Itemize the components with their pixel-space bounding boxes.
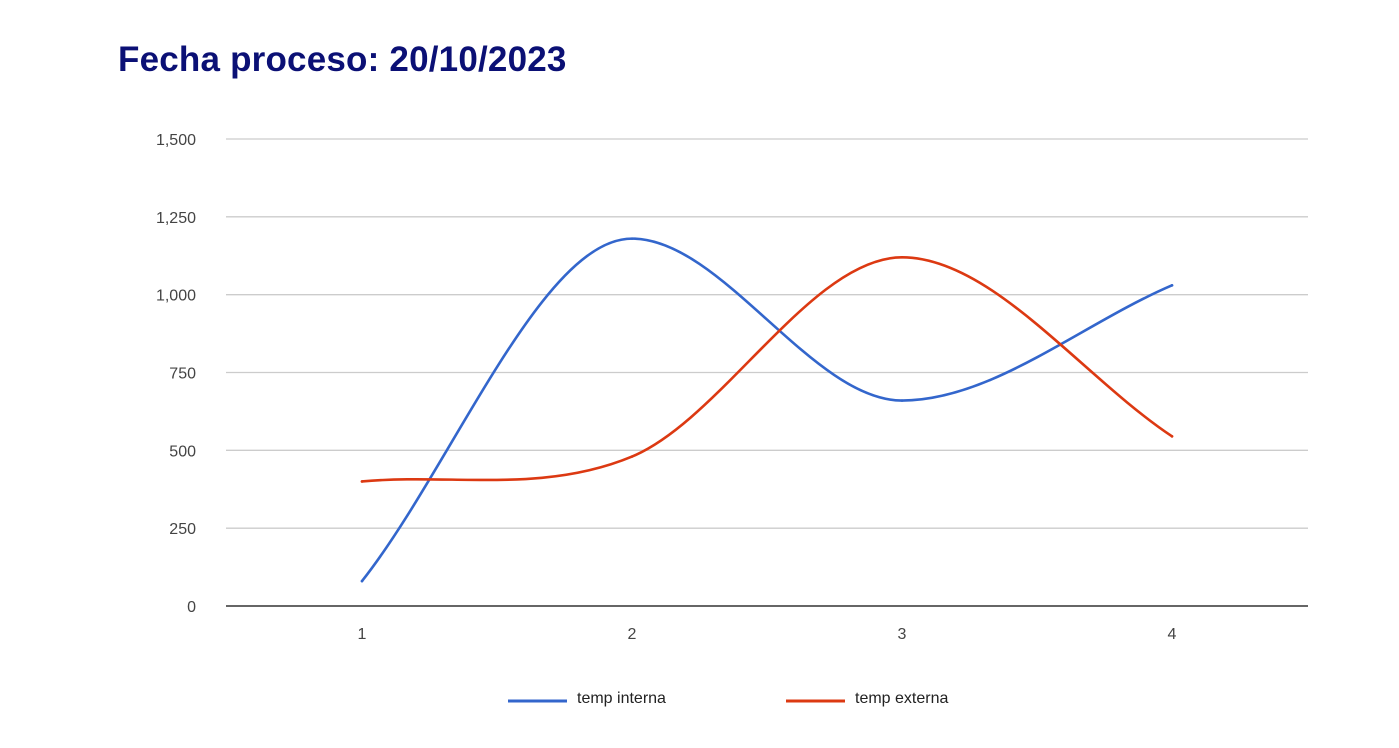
data-point-s1-3 (900, 399, 904, 402)
x-tick-label: 4 (1168, 626, 1177, 643)
series-lines (360, 237, 1174, 583)
data-point-s2-3 (900, 256, 904, 259)
y-tick-label: 1,500 (156, 132, 196, 149)
y-tick-label: 1,000 (156, 288, 196, 305)
series-line-1 (360, 237, 1174, 583)
data-point-s2-1 (360, 480, 364, 483)
legend-item-1: temp interna (508, 690, 666, 707)
legend-item-2: temp externa (786, 690, 948, 707)
chart-title: Fecha proceso: 20/10/2023 (118, 40, 567, 79)
y-tick-label: 500 (169, 443, 196, 460)
gridlines (226, 138, 1308, 529)
legend: temp interna temp externa (508, 690, 948, 707)
legend-label: temp externa (855, 690, 948, 707)
legend-label: temp interna (577, 690, 666, 707)
data-point-s1-2 (630, 237, 634, 240)
data-point-s1-4 (1170, 284, 1174, 287)
y-tick-label: 0 (187, 599, 196, 616)
data-point-s2-2 (630, 455, 634, 458)
y-tick-label: 250 (169, 521, 196, 538)
x-tick-label: 3 (898, 626, 907, 643)
data-point-s2-4 (1170, 435, 1174, 438)
x-tick-label: 1 (358, 626, 367, 643)
series-line-2 (360, 256, 1174, 483)
x-tick-label: 2 (628, 626, 637, 643)
y-tick-label: 1,250 (156, 210, 196, 227)
x-axis-ticks: 1 2 3 4 (358, 626, 1177, 643)
y-tick-label: 750 (169, 366, 196, 383)
y-axis-ticks: 0 250 500 750 1,000 1,250 1,500 (156, 132, 196, 616)
data-point-s1-1 (360, 579, 364, 583)
